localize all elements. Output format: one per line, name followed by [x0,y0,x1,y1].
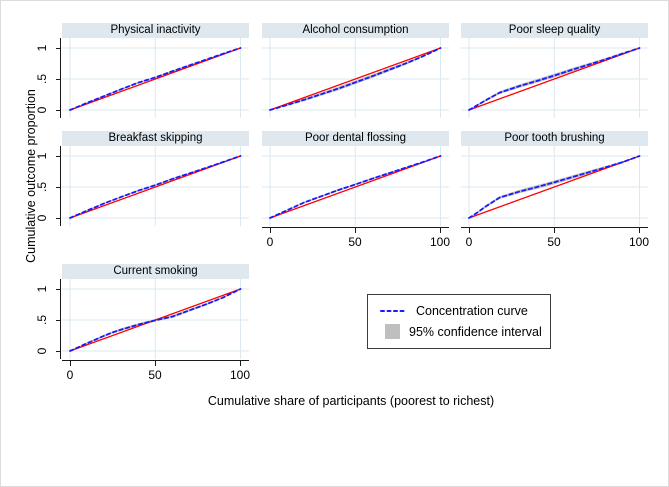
dotted-line-icon [380,310,406,312]
y-tick-label: 1 [35,152,49,160]
panel-title: Poor dental flossing [262,131,449,146]
plot-area [62,38,249,118]
legend: Concentration curve 95% confidence inter… [367,294,551,349]
x-tick-label: 50 [547,235,561,249]
panel-current-smoking: Current smoking [62,264,249,359]
x-tick [440,228,441,233]
panel-poor-tooth-brushing: Poor tooth brushing [461,131,648,226]
panel-title: Breakfast skipping [62,131,249,146]
x-axis-col1: 0 50 100 [62,360,251,382]
x-tick-label: 50 [348,235,362,249]
y-tick [56,351,61,352]
x-axis-title: Cumulative share of participants (poores… [207,394,495,408]
x-tick-label: 100 [429,235,451,249]
x-tick [554,228,555,233]
x-tick [155,361,156,366]
legend-label: Concentration curve [416,304,528,318]
y-tick [56,218,61,219]
legend-item-concentration-curve: Concentration curve [380,304,550,318]
panel-physical-inactivity: Physical inactivity [62,23,249,118]
x-tick [639,228,640,233]
panel-poor-sleep-quality: Poor sleep quality [461,23,648,118]
x-axis-col3: 0 50 100 [461,227,650,249]
y-axis-line [60,279,61,359]
plot-area [62,279,249,359]
panel-title: Poor sleep quality [461,23,648,38]
y-tick-label: 0 [35,106,49,114]
x-tick [469,228,470,233]
panel-breakfast-skipping: Breakfast skipping [62,131,249,226]
x-tick [355,228,356,233]
y-axis-row3: 1 .5 0 [35,279,61,359]
panel-title: Alcohol consumption [262,23,449,38]
y-tick-label: 1 [35,285,49,293]
y-tick [56,156,61,157]
y-tick [56,320,61,321]
x-axis-col2: 0 50 100 [262,227,451,249]
plot-area [262,146,449,226]
x-axis-line [461,227,648,228]
y-tick-label: 0 [35,214,49,222]
plot-area [62,146,249,226]
x-axis-line [62,360,249,361]
y-tick [56,110,61,111]
x-tick-label: 100 [628,235,650,249]
y-tick [56,187,61,188]
y-tick-label: .5 [35,315,49,326]
x-tick-label: 0 [266,235,274,249]
ci-swatch-icon [385,324,400,339]
panel-title: Physical inactivity [62,23,249,38]
x-tick-label: 0 [66,368,74,382]
x-tick-label: 50 [148,368,162,382]
panel-alcohol-consumption: Alcohol consumption [262,23,449,118]
x-tick-label: 100 [229,368,251,382]
y-tick-label: .5 [35,74,49,85]
legend-item-confidence-interval: 95% confidence interval [380,324,550,339]
panel-title: Current smoking [62,264,249,279]
y-tick [56,79,61,80]
panel-title: Poor tooth brushing [461,131,648,146]
x-tick [270,228,271,233]
y-axis-line [60,38,61,118]
y-tick [56,48,61,49]
x-tick [70,361,71,366]
plot-area [461,38,648,118]
y-axis-line [60,146,61,226]
plot-area [461,146,648,226]
y-tick [56,289,61,290]
y-axis-row1: 1 .5 0 [35,38,61,118]
x-axis-line [262,227,449,228]
legend-label: 95% confidence interval [409,324,542,339]
x-tick-label: 0 [465,235,473,249]
y-tick-label: 1 [35,44,49,52]
plot-area [262,38,449,118]
panel-poor-dental-flossing: Poor dental flossing [262,131,449,226]
y-tick-label: .5 [35,182,49,193]
y-axis-row2: 1 .5 0 [35,146,61,226]
y-tick-label: 0 [35,347,49,355]
x-tick [240,361,241,366]
